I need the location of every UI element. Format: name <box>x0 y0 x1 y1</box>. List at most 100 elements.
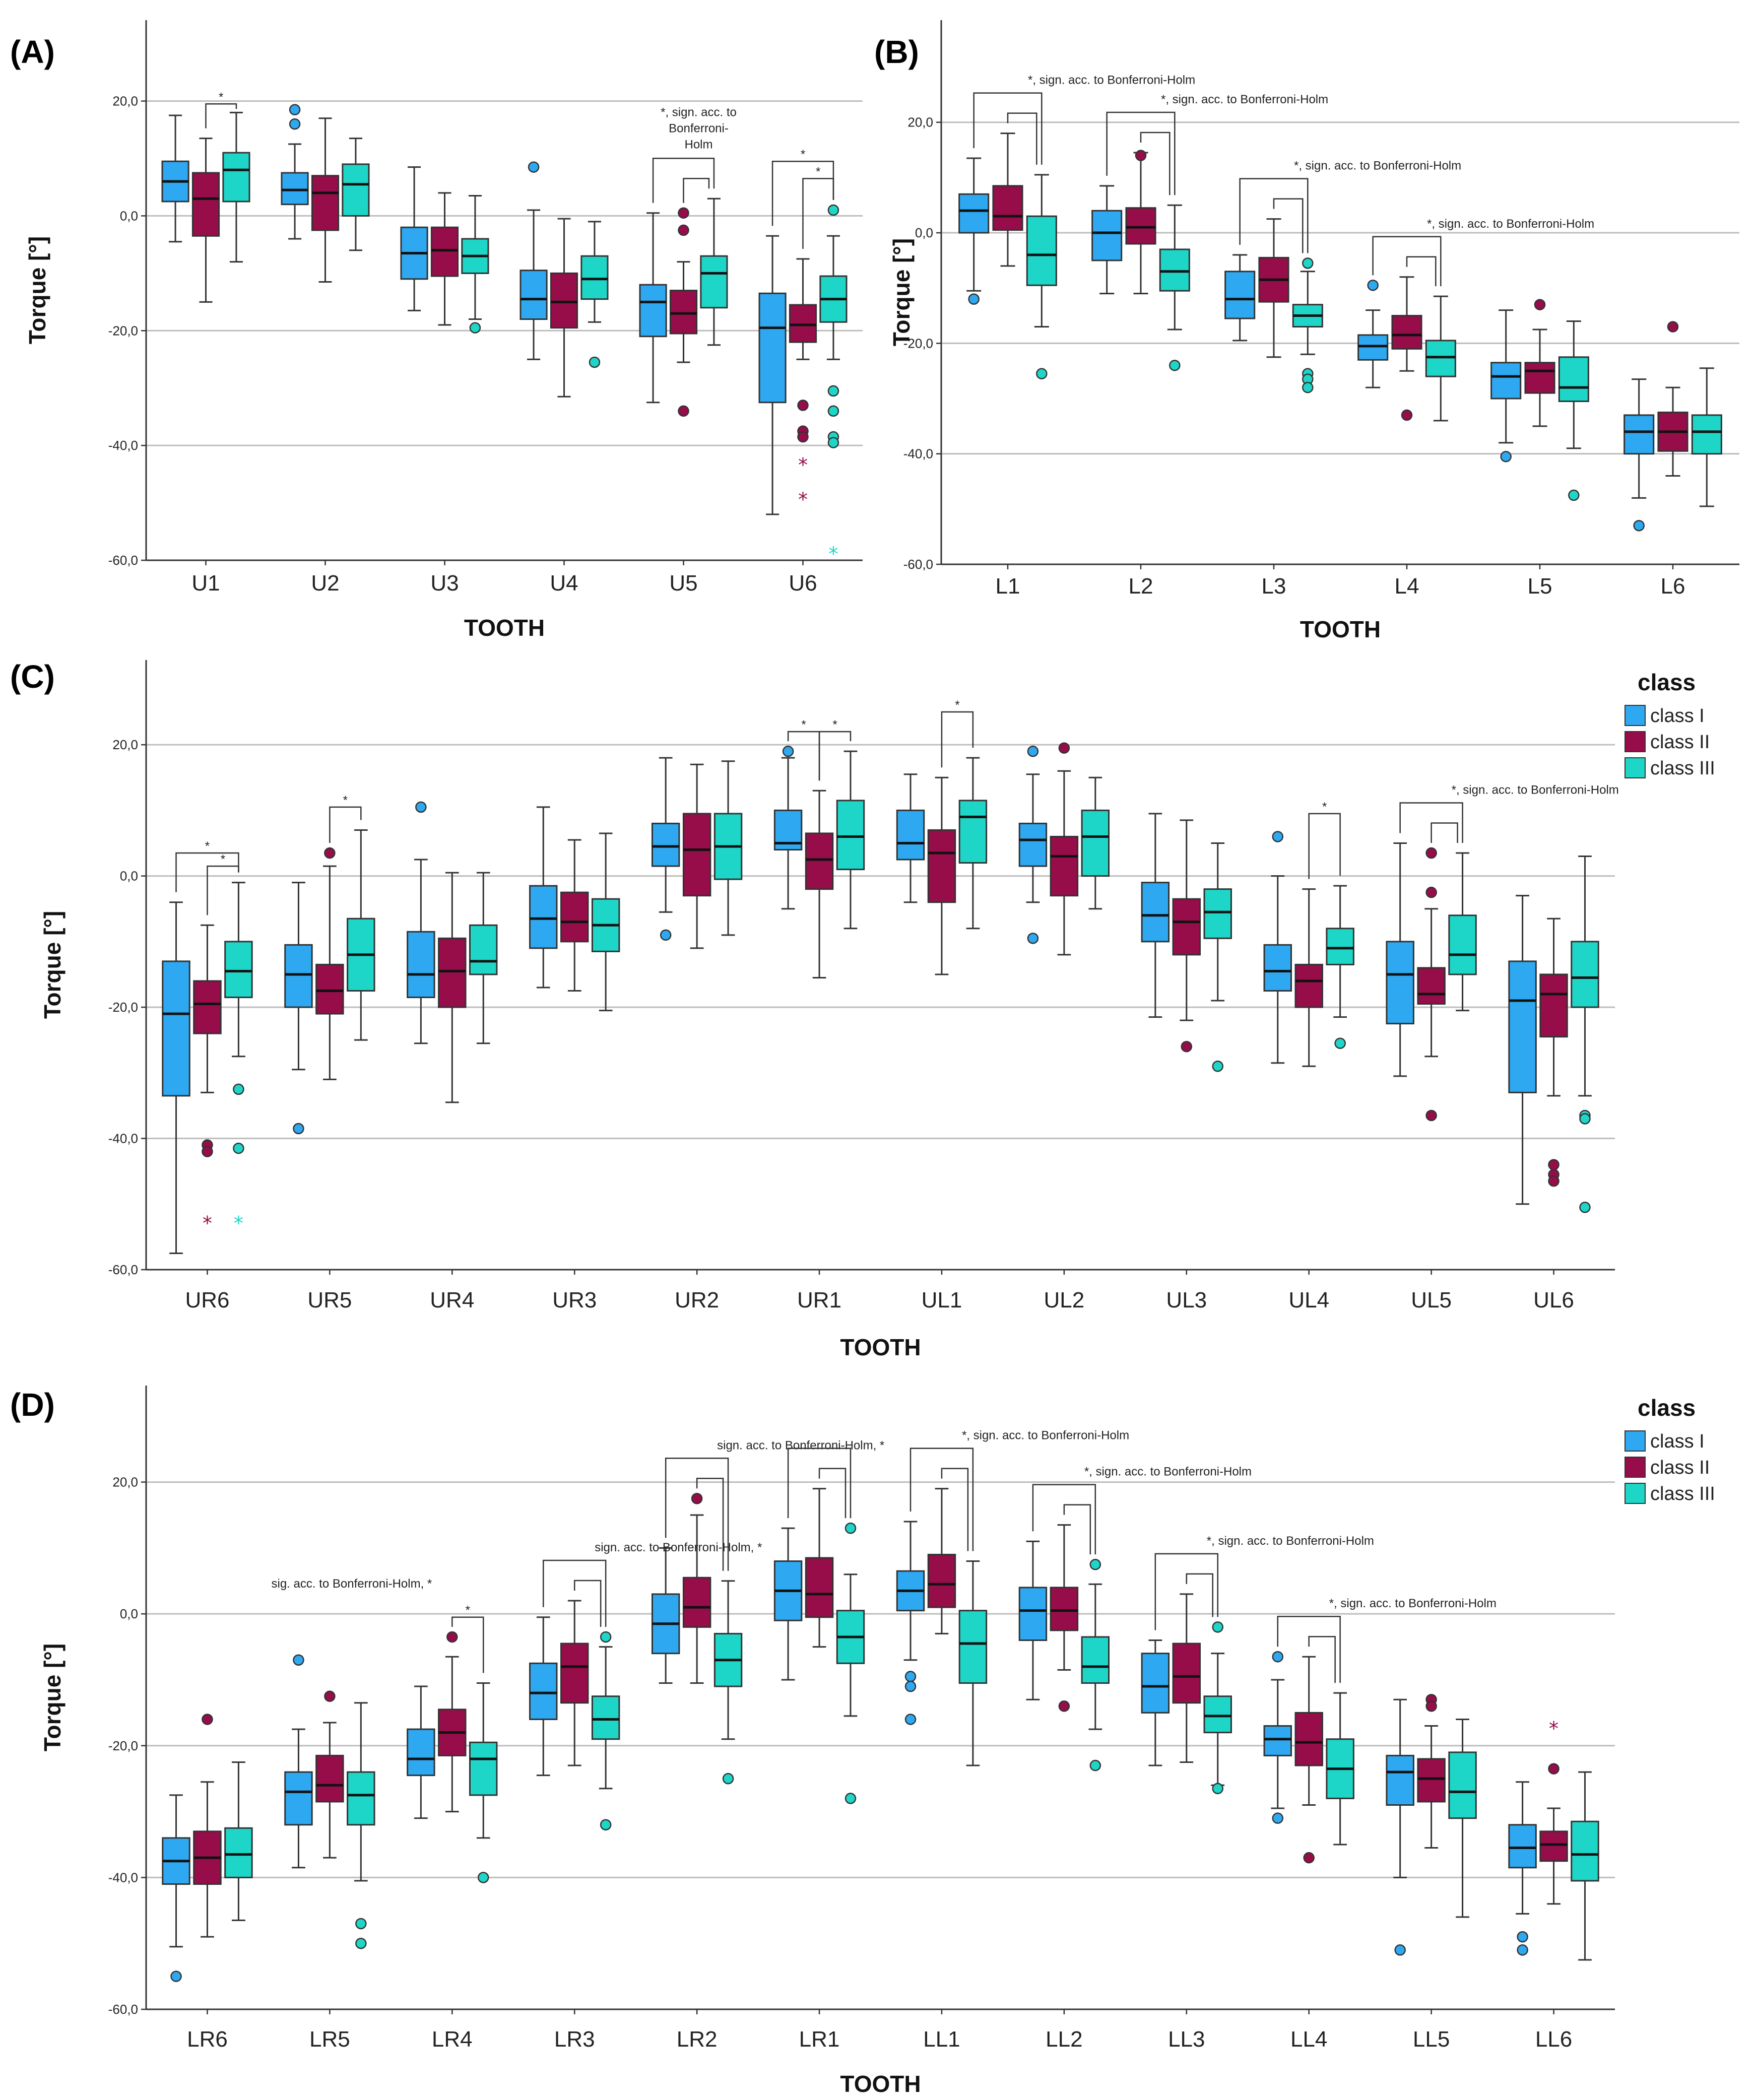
panel-b: (B) -60,0 -40,0 -20,0 0,0 20,0 L1 L2 L3 L4 L5 L6 TOO… <box>874 20 1739 642</box>
outlier-point <box>1058 742 1070 754</box>
box <box>1691 414 1722 455</box>
outlier-point <box>600 1631 612 1643</box>
significance-star: * <box>343 794 348 807</box>
outlier-point <box>1181 1040 1193 1053</box>
outlier-point <box>1272 1812 1284 1824</box>
significance-star: * <box>221 852 225 866</box>
outlier-point <box>1334 1037 1346 1049</box>
significance-bracket <box>207 865 239 915</box>
box <box>224 941 253 999</box>
box <box>1172 898 1201 956</box>
extreme-point: * <box>798 488 808 510</box>
outlier-point <box>415 801 427 813</box>
box <box>1294 1712 1323 1766</box>
x-tick-label: LL4 <box>1290 2027 1327 2052</box>
box <box>1539 973 1568 1038</box>
significance-bracket <box>451 1616 484 1673</box>
outlier-point <box>528 161 540 173</box>
outlier-point <box>1394 1944 1406 1956</box>
x-tick-label: UL1 <box>922 1288 962 1312</box>
significance-label: *, sign. acc. to Bonferroni-Holm <box>1161 93 1328 106</box>
significance-bracket <box>1308 813 1341 879</box>
legend-swatch <box>1625 1457 1646 1478</box>
significance-label: Holm <box>684 138 712 151</box>
x-tick-label: UL2 <box>1044 1288 1085 1312</box>
outlier-point <box>1367 279 1379 291</box>
box <box>1326 928 1354 965</box>
outlier-point <box>1568 489 1580 501</box>
outlier-point <box>1302 381 1314 393</box>
legend-title: class <box>1638 1395 1696 1421</box>
box <box>1386 1754 1414 1806</box>
box <box>1159 248 1190 292</box>
outlier-point <box>1548 1175 1560 1187</box>
outlier-point <box>1425 886 1437 898</box>
box <box>758 292 787 404</box>
significance-label: *, sign. acc. to Bonferroni-Holm <box>1207 1534 1374 1548</box>
outlier-point <box>1667 321 1679 333</box>
y-tick-label: -60,0 <box>903 557 933 572</box>
box <box>1571 941 1599 1008</box>
legend-entry: class III <box>1650 1483 1715 1504</box>
outlier-point <box>1548 1763 1560 1775</box>
box <box>342 163 370 217</box>
outlier-point <box>589 356 601 368</box>
outlier-point <box>678 405 689 417</box>
x-tick-label: LR5 <box>309 2027 350 2052</box>
y-tick-label: 20,0 <box>907 115 933 130</box>
x-axis-title: TOOTH <box>840 1334 921 1360</box>
y-axis-title: Torque [°] <box>39 911 66 1019</box>
x-tick-label: L2 <box>1129 574 1153 599</box>
outlier-point <box>827 405 839 417</box>
outlier-point <box>233 1083 244 1095</box>
x-tick-label: LL6 <box>1535 2027 1572 2052</box>
significance-bracket <box>1431 822 1458 843</box>
significance-bracket <box>665 1458 729 1571</box>
box <box>224 1827 253 1878</box>
y-tick-label: 20,0 <box>112 94 138 109</box>
box <box>669 290 698 335</box>
x-tick-label: LL3 <box>1168 2027 1205 2052</box>
significance-label: *, sign. acc. to <box>661 105 737 119</box>
significance-bracket <box>175 852 239 892</box>
significance-bracket <box>1273 198 1304 253</box>
significance-bracket <box>329 806 362 843</box>
outlier-point <box>1036 368 1048 379</box>
x-tick-label: UL4 <box>1288 1288 1329 1312</box>
legend-swatch <box>1625 757 1646 778</box>
box <box>469 1741 498 1796</box>
panel-letter: (B) <box>874 34 919 70</box>
y-tick-label: 20,0 <box>112 737 138 752</box>
outlier-point <box>355 1937 367 1949</box>
x-tick-label: L5 <box>1528 574 1552 599</box>
significance-bracket <box>1239 178 1309 253</box>
box <box>927 1553 956 1608</box>
x-axis-title: TOOTH <box>1300 616 1381 642</box>
y-tick-label: 20,0 <box>112 1475 138 1490</box>
outlier-point <box>289 104 301 115</box>
outlier-point <box>600 1819 612 1830</box>
outlier-point <box>1212 1783 1223 1795</box>
significance-bracket <box>818 731 852 781</box>
box <box>1490 362 1522 400</box>
outlier-point <box>678 224 689 236</box>
outlier-point <box>1425 1700 1437 1712</box>
x-tick-label: L1 <box>996 574 1020 599</box>
box <box>1081 1636 1110 1684</box>
outlier-point <box>827 204 839 216</box>
y-tick-label: -20,0 <box>108 1738 138 1753</box>
y-tick-label: -40,0 <box>108 438 138 453</box>
extreme-point: * <box>1549 1718 1558 1740</box>
x-tick-label: UR2 <box>675 1288 719 1312</box>
x-axis-title: TOOTH <box>464 615 545 641</box>
outlier-point <box>904 1680 917 1692</box>
box <box>560 891 589 943</box>
box <box>222 152 250 203</box>
box <box>311 175 340 231</box>
outlier-point <box>289 118 301 130</box>
outlier-point <box>477 1872 489 1883</box>
box <box>1417 967 1446 1005</box>
box <box>529 1662 558 1720</box>
panel-d: (D) -60,0 -40,0 -20,0 0,0 20,0 LR6 LR5 LR4 LR3 LR2… <box>10 1386 1715 2097</box>
y-tick-label: -60,0 <box>108 553 138 568</box>
